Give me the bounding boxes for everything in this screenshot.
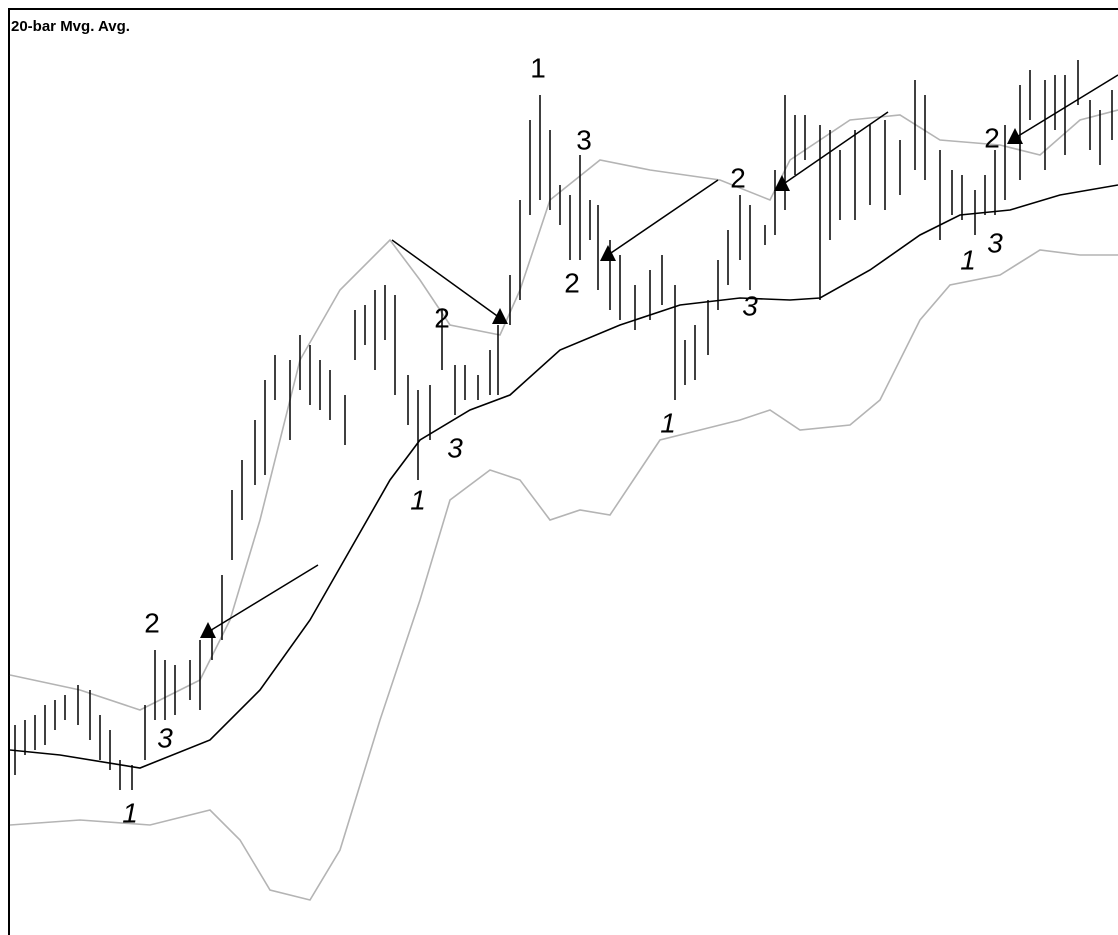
arrow-line: [207, 564, 319, 633]
arrow-line: [607, 179, 719, 256]
annotation: 1: [410, 484, 426, 515]
arrow-head: [600, 245, 616, 261]
annotation: 3: [157, 722, 173, 753]
arrow-line: [1014, 74, 1118, 139]
band-line: [9, 109, 1118, 711]
arrow-head: [1007, 128, 1023, 144]
arrow-head: [774, 175, 790, 191]
annotation: 1: [122, 797, 138, 828]
moving-average: [9, 184, 1118, 769]
arrow-head: [492, 308, 508, 324]
annotation: 2: [144, 607, 160, 638]
annotation: 3: [447, 432, 463, 463]
annotation: 2: [564, 267, 580, 298]
annotation: 2: [984, 122, 1000, 153]
annotation: 3: [742, 290, 758, 321]
annotation: 1: [530, 52, 546, 83]
annotation: 3: [987, 227, 1003, 258]
arrow-line: [781, 111, 889, 186]
annotation: 1: [660, 407, 676, 438]
annotation: 2: [730, 162, 746, 193]
arrow-line: [391, 239, 501, 319]
arrow-head: [200, 622, 216, 638]
chart-title: 20-bar Mvg. Avg.: [11, 18, 130, 35]
annotation: 3: [576, 124, 592, 155]
annotation: 1: [960, 244, 976, 275]
annotation: 2: [434, 302, 450, 333]
frame: [8, 8, 1118, 935]
band-line: [9, 249, 1118, 901]
